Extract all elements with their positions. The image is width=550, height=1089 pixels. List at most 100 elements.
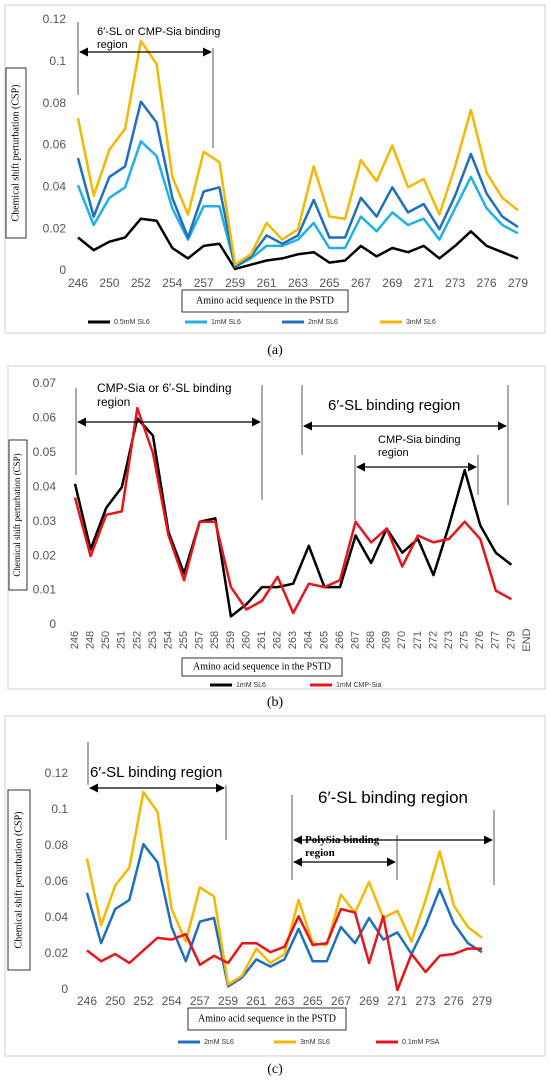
x-tick-label: 262: [272, 631, 284, 649]
x-label-box: [181, 657, 343, 677]
x-tick-label: 273: [445, 276, 465, 290]
y-tick-label: 0: [61, 982, 68, 996]
y-tick-label: 0.1: [51, 802, 68, 816]
x-tick-label: 271: [414, 276, 434, 290]
x-tick-label: 271: [387, 994, 407, 1008]
caption: (b): [267, 695, 284, 710]
legend-label: 3mM SL6: [406, 319, 436, 326]
x-tick-label: 264: [303, 631, 315, 649]
x-tick-label: 259: [225, 276, 245, 290]
y-tick-label: 0.06: [43, 138, 67, 152]
x-tick-label: 276: [477, 276, 497, 290]
x-tick-label: 257: [194, 276, 214, 290]
x-tick-label: 253: [147, 631, 159, 649]
x-tick-label: 246: [77, 994, 97, 1008]
y-tick-label: 0: [49, 617, 56, 631]
legend-label: 2mM SL6: [308, 319, 338, 326]
x-tick-label: 261: [256, 631, 268, 649]
legend-label: 1mM SL6: [236, 682, 266, 689]
y-tick-label: 0.04: [33, 479, 57, 493]
annotation: 6′-SL binding region: [90, 764, 223, 781]
legend-label: 3mM SL6: [300, 1039, 330, 1046]
x-axis-label: Amino acid sequence in the PSTD: [196, 295, 334, 306]
series-line: [77, 217, 519, 271]
y-tick-label: 0.02: [43, 221, 67, 235]
x-tick-label: 259: [218, 994, 238, 1008]
caption: (a): [267, 343, 283, 358]
x-tick-label: 273: [416, 994, 436, 1008]
annotation: CMP-Sia or 6′-SL binding region: [97, 381, 232, 410]
y-tick-label: 0.1: [49, 54, 66, 68]
y-tick-label: 0.01: [33, 583, 57, 597]
annotation: 6′-SL or CMP-Sia binding region: [97, 26, 221, 52]
panel-frame: [4, 715, 546, 1057]
annotation-box: CMP-Sia binding region: [378, 434, 461, 459]
caption: (c): [267, 1062, 283, 1077]
x-tick-label: 271: [412, 631, 424, 649]
x-tick-label: 275: [459, 631, 471, 649]
x-tick-label: 263: [288, 276, 308, 290]
x-tick-label: 258: [209, 631, 221, 649]
x-label-box: [181, 289, 349, 313]
legend-label: 2mM SL6: [204, 1039, 234, 1046]
x-tick-label: 246: [68, 276, 88, 290]
x-tick-label: 261: [246, 994, 266, 1008]
x-tick-label: 263: [287, 631, 299, 649]
y-tick-label: 0.08: [43, 96, 67, 110]
panel-frame: [4, 4, 546, 334]
y-tick-label: 0.06: [33, 411, 57, 425]
x-tick-label: 257: [194, 631, 206, 649]
x-tick-label: 279: [505, 631, 517, 649]
y-axis-label: Chemical shift perturbation (CSP): [12, 453, 22, 576]
series-line: [73, 417, 513, 618]
x-tick-label: 259: [225, 631, 237, 649]
legend-label: 0.1mM PSA: [402, 1039, 440, 1046]
x-tick-label: 260: [240, 631, 252, 649]
x-tick-label: 263: [274, 994, 294, 1008]
x-tick-label: 246: [69, 631, 81, 649]
x-tick-label: 254: [162, 994, 182, 1008]
x-tick-label: 265: [318, 631, 330, 649]
x-tick-label: 268: [365, 631, 377, 649]
x-tick-label: 254: [162, 276, 182, 290]
series-line: [76, 140, 519, 269]
x-tick-label: 276: [474, 631, 486, 649]
series-line: [86, 907, 482, 992]
series-line: [85, 842, 483, 988]
x-tick-label: 265: [319, 276, 339, 290]
x-axis-label: Amino acid sequence in the PSTD: [193, 661, 331, 672]
series-line: [73, 406, 513, 615]
y-label-box: [5, 67, 27, 239]
x-tick-label: 269: [381, 631, 393, 649]
x-tick-label: 266: [334, 631, 346, 649]
annotation-box: 6′-SL binding region: [328, 397, 461, 414]
x-tick-label: 270: [396, 631, 408, 649]
x-tick-label: 261: [257, 276, 277, 290]
x-tick-label: 252: [133, 994, 153, 1008]
x-tick-label: 279: [508, 276, 528, 290]
x-tick-label: 254: [162, 631, 174, 649]
y-label-box: [7, 789, 31, 971]
x-tick-label: 265: [303, 994, 323, 1008]
annotation-box: 6′-SL binding region: [90, 764, 223, 781]
y-tick-label: 0.04: [43, 180, 67, 194]
y-tick-label: 0.12: [43, 12, 67, 26]
panel-frame: [7, 365, 546, 690]
annotation-box: 6′-SL or CMP-Sia binding region: [97, 26, 221, 52]
legend-label: 1mM SL6: [211, 319, 241, 326]
x-tick-label: 279: [472, 994, 492, 1008]
y-tick-label: 0.02: [33, 548, 57, 562]
y-tick-label: 0.03: [33, 514, 57, 528]
x-tick-label: 269: [359, 994, 379, 1008]
x-tick-label: 255: [178, 631, 190, 649]
x-tick-label: 276: [444, 994, 464, 1008]
annotation: PolySia binding region: [305, 834, 380, 860]
x-axis-label: Amino acid sequence in the PSTD: [198, 1013, 336, 1024]
annotation: 6′-SL binding region: [328, 397, 461, 414]
annotation-box: CMP-Sia or 6′-SL binding region: [97, 381, 232, 410]
y-tick-label: 0.12: [45, 766, 69, 780]
x-tick-label: 252: [131, 631, 143, 649]
y-axis-label: Chemical shift perturbation (CSP): [10, 85, 21, 222]
